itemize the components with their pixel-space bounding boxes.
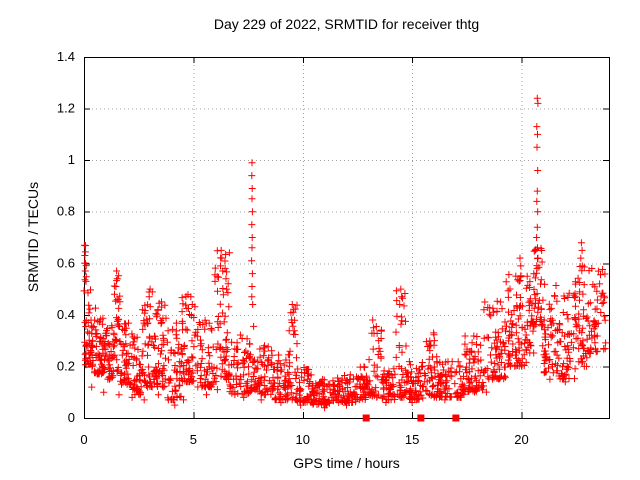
gridlines xyxy=(84,57,609,418)
baseline-squares xyxy=(362,414,460,422)
baseline-square-marker xyxy=(417,414,425,422)
y-tick-label: 0.8 xyxy=(57,204,75,219)
x-tick-label: 15 xyxy=(405,432,419,447)
x-tick-label: 5 xyxy=(190,432,197,447)
y-tick-label: 0.2 xyxy=(57,358,75,373)
tick-labels: 0 5 10 15 20 0 0.2 0.4 0.6 0.8 1 1.2 1.4 xyxy=(57,49,529,447)
scatter-points xyxy=(80,94,610,412)
x-tick-label: 0 xyxy=(80,432,87,447)
y-tick-label: 0 xyxy=(68,410,75,425)
x-tick-label: 20 xyxy=(514,432,528,447)
baseline-square-marker xyxy=(362,414,370,422)
plot-border xyxy=(84,57,610,419)
y-tick-label: 1 xyxy=(68,152,75,167)
chart-title: Day 229 of 2022, SRMTID for receiver tht… xyxy=(213,16,480,32)
x-tick-label: 10 xyxy=(296,432,310,447)
y-tick-label: 0.4 xyxy=(57,307,75,322)
baseline-square-marker xyxy=(452,414,460,422)
y-tick-label: 1.2 xyxy=(57,101,75,116)
x-axis-label: GPS time / hours xyxy=(293,455,400,471)
y-tick-label: 1.4 xyxy=(57,49,75,64)
y-tick-label: 0.6 xyxy=(57,255,75,270)
axis-ticks xyxy=(84,57,609,419)
